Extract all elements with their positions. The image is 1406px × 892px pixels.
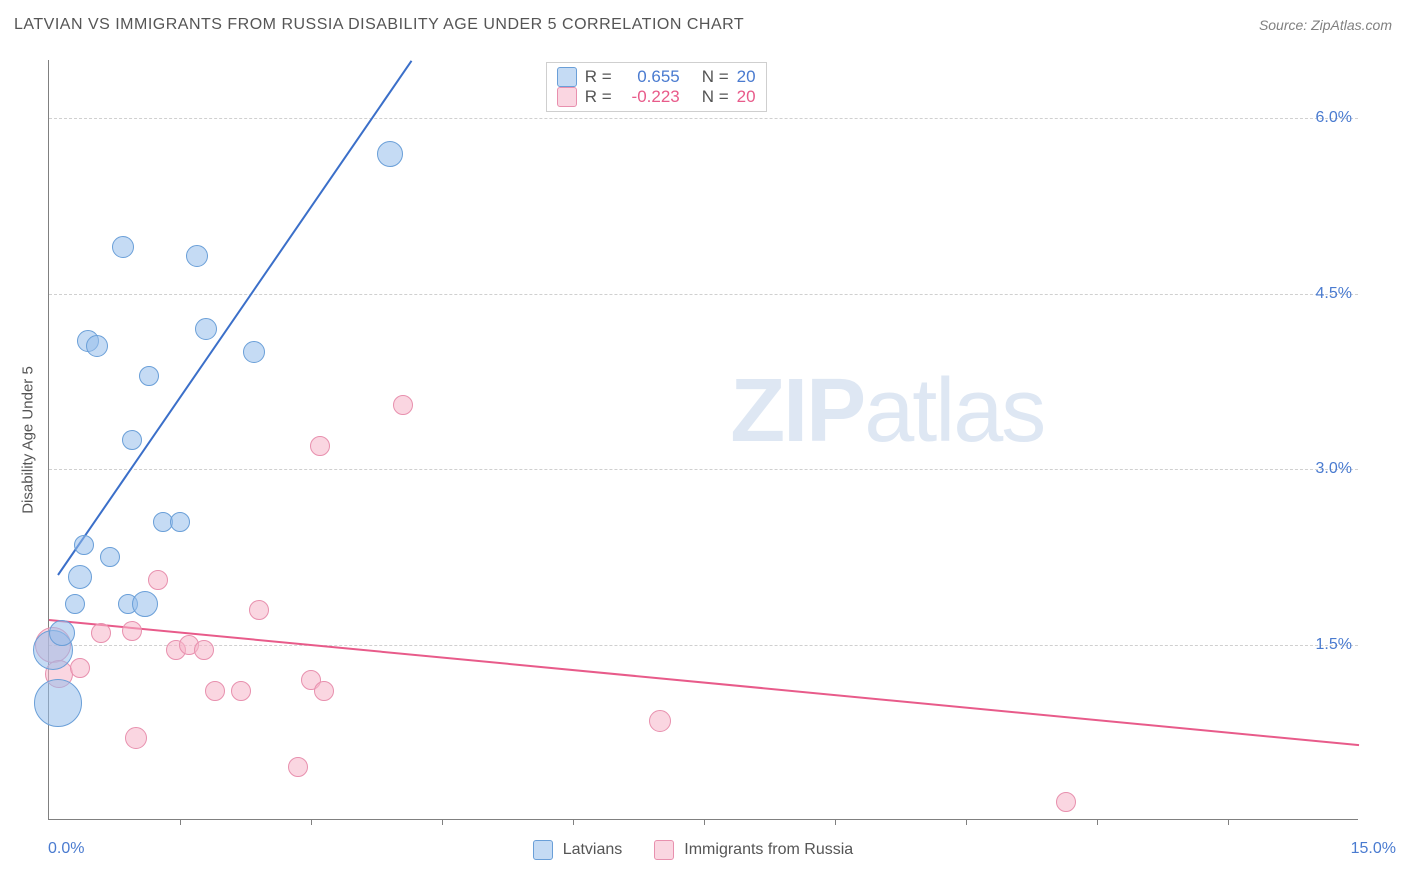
grid-line [49, 294, 1358, 295]
x-axis-max-label: 15.0% [1351, 840, 1396, 858]
x-tick [180, 819, 181, 825]
data-point [314, 681, 334, 701]
grid-line [49, 469, 1358, 470]
data-point [65, 594, 85, 614]
x-tick [835, 819, 836, 825]
x-tick [966, 819, 967, 825]
data-point [649, 710, 671, 732]
data-point [122, 621, 142, 641]
watermark: ZIPatlas [730, 360, 1044, 463]
data-point [86, 335, 108, 357]
data-point [288, 757, 308, 777]
data-point [186, 245, 208, 267]
data-point [125, 727, 147, 749]
data-point [70, 658, 90, 678]
x-tick [311, 819, 312, 825]
data-point [194, 640, 214, 660]
x-tick [1097, 819, 1098, 825]
data-point [132, 591, 158, 617]
legend-row: R =-0.223N =20 [557, 87, 756, 107]
y-tick-label: 3.0% [1316, 460, 1352, 478]
x-tick [442, 819, 443, 825]
data-point [34, 679, 82, 727]
x-axis-min-label: 0.0% [48, 840, 84, 858]
data-point [91, 623, 111, 643]
data-point [112, 236, 134, 258]
data-point [195, 318, 217, 340]
data-point [310, 436, 330, 456]
y-tick-label: 1.5% [1316, 636, 1352, 654]
data-point [1056, 792, 1076, 812]
data-point [74, 535, 94, 555]
data-point [377, 141, 403, 167]
y-tick-label: 6.0% [1316, 109, 1352, 127]
chart-title: LATVIAN VS IMMIGRANTS FROM RUSSIA DISABI… [14, 16, 744, 34]
legend-swatch [557, 67, 577, 87]
grid-line [49, 645, 1358, 646]
y-axis-label: Disability Age Under 5 [20, 366, 37, 514]
data-point [170, 512, 190, 532]
data-point [49, 620, 75, 646]
data-point [148, 570, 168, 590]
data-point [139, 366, 159, 386]
scatter-plot: ZIPatlas 1.5% 3.0% 4.5% 6.0% [48, 60, 1358, 820]
header: LATVIAN VS IMMIGRANTS FROM RUSSIA DISABI… [0, 0, 1406, 40]
correlation-legend: R =0.655N =20R =-0.223N =20 [546, 62, 767, 112]
data-point [100, 547, 120, 567]
series-legend: Latvians Immigrants from Russia [533, 840, 876, 860]
legend-swatch [533, 840, 553, 860]
data-point [231, 681, 251, 701]
legend-swatch [557, 87, 577, 107]
x-tick [1228, 819, 1229, 825]
data-point [243, 341, 265, 363]
data-point [205, 681, 225, 701]
legend-label: Immigrants from Russia [684, 841, 853, 859]
data-point [249, 600, 269, 620]
source-label: Source: ZipAtlas.com [1259, 17, 1392, 33]
grid-line [49, 118, 1358, 119]
legend-row: R =0.655N =20 [557, 67, 756, 87]
legend-swatch [654, 840, 674, 860]
legend-label: Latvians [563, 841, 623, 859]
x-tick [704, 819, 705, 825]
data-point [68, 565, 92, 589]
trend-line [57, 60, 412, 576]
y-tick-label: 4.5% [1316, 285, 1352, 303]
data-point [122, 430, 142, 450]
x-tick [573, 819, 574, 825]
data-point [393, 395, 413, 415]
